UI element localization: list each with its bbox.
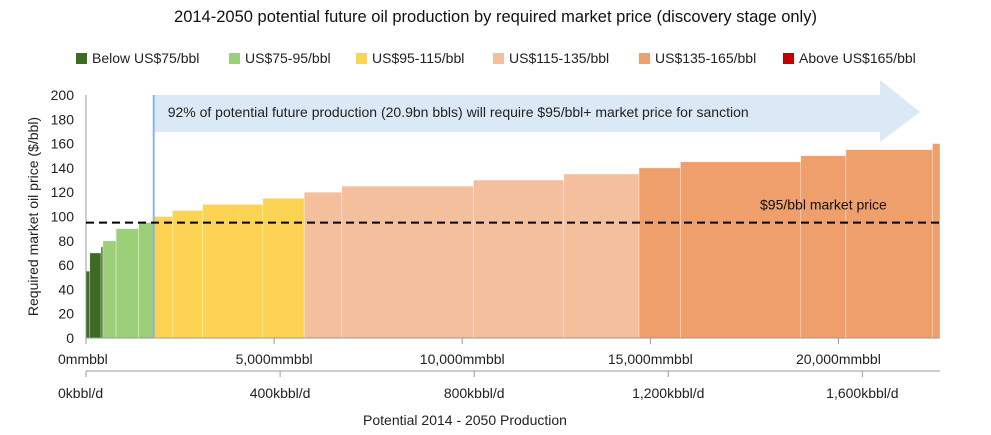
legend-swatch: [783, 52, 794, 64]
x-tick-label-mmbbl: 0mmbbl: [58, 351, 108, 367]
market-price-label: $95/bbl market price: [760, 197, 887, 213]
x-tick-label-mmbbl: 20,000mmbbl: [796, 351, 881, 367]
legend-item-below-75: Below US$75/bbl: [76, 50, 199, 66]
y-axis-title: Required market oil price ($/bbl): [25, 117, 41, 316]
annotation-arrow: [153, 80, 920, 142]
y-tick-label: 40: [58, 281, 74, 297]
legend-label: Above US$165/bbl: [799, 50, 916, 66]
legend-item-135-165: US$135-165/bbl: [639, 50, 756, 66]
x-tick-label-kbbld: 1,200kbbl/d: [632, 385, 704, 401]
bar: [115, 228, 139, 339]
x-tick-label-mmbbl: 5,000mmbbl: [236, 351, 313, 367]
y-tick-label: 200: [51, 87, 75, 103]
legend-label: US$115-135/bbl: [509, 50, 610, 66]
bar: [85, 270, 91, 339]
bar: [473, 179, 565, 339]
bar: [800, 155, 847, 339]
y-tick-label: 180: [51, 111, 75, 127]
legend-item-115-135: US$115-135/bbl: [493, 50, 609, 66]
legend-swatch: [639, 52, 650, 64]
x-tick-label-mmbbl: 15,000mmbbl: [608, 351, 693, 367]
bar: [172, 210, 203, 339]
legend-label: US$135-165/bbl: [655, 50, 757, 66]
legend-label: US$95-115/bbl: [372, 50, 465, 66]
legend-item-95-115: US$95-115/bbl: [356, 50, 464, 66]
bar: [202, 204, 264, 339]
legend-label: US$75-95/bbl: [245, 50, 331, 66]
legend-swatch: [76, 52, 87, 64]
y-tick-label: 100: [51, 209, 75, 225]
bar: [153, 216, 173, 339]
y-tick-label: 160: [51, 136, 75, 152]
legend-swatch: [229, 52, 240, 64]
bar: [638, 167, 681, 339]
x-tick-label-kbbld: 400kbbl/d: [250, 385, 311, 401]
bar: [138, 222, 155, 339]
y-tick-label: 140: [51, 160, 75, 176]
bar: [680, 161, 802, 339]
bar: [845, 149, 933, 339]
x-axis-title: Potential 2014 - 2050 Production: [363, 412, 567, 428]
bar: [102, 240, 117, 339]
chart-title: 2014-2050 potential future oil productio…: [174, 8, 817, 26]
x-tick-label-mmbbl: 10,000mmbbl: [420, 351, 505, 367]
x-tick-label-kbbld: 800kbbl/d: [444, 385, 505, 401]
legend-item-75-95: US$75-95/bbl: [229, 50, 331, 66]
bar: [341, 185, 474, 339]
bar: [563, 173, 640, 339]
legend: Below US$75/bbl US$75-95/bbl US$95-115/b…: [0, 50, 991, 72]
x-tick-label-kbbld: 0kbbl/d: [58, 385, 103, 401]
bar: [932, 143, 941, 339]
y-tick-label: 120: [51, 184, 75, 200]
y-tick-label: 20: [58, 306, 74, 322]
legend-label: Below US$75/bbl: [92, 50, 200, 66]
legend-swatch: [493, 52, 504, 64]
legend-swatch: [356, 52, 367, 64]
bar: [262, 197, 305, 339]
y-tick-label: 0: [66, 330, 74, 346]
bar: [89, 252, 102, 339]
y-tick-label: 60: [58, 257, 74, 273]
annotation-text: 92% of potential future production (20.9…: [168, 104, 749, 120]
bar: [303, 191, 343, 339]
y-tick-label: 80: [58, 233, 74, 249]
legend-item-above-165: Above US$165/bbl: [783, 50, 916, 66]
x-tick-label-kbbld: 1,600kbbl/d: [826, 385, 898, 401]
